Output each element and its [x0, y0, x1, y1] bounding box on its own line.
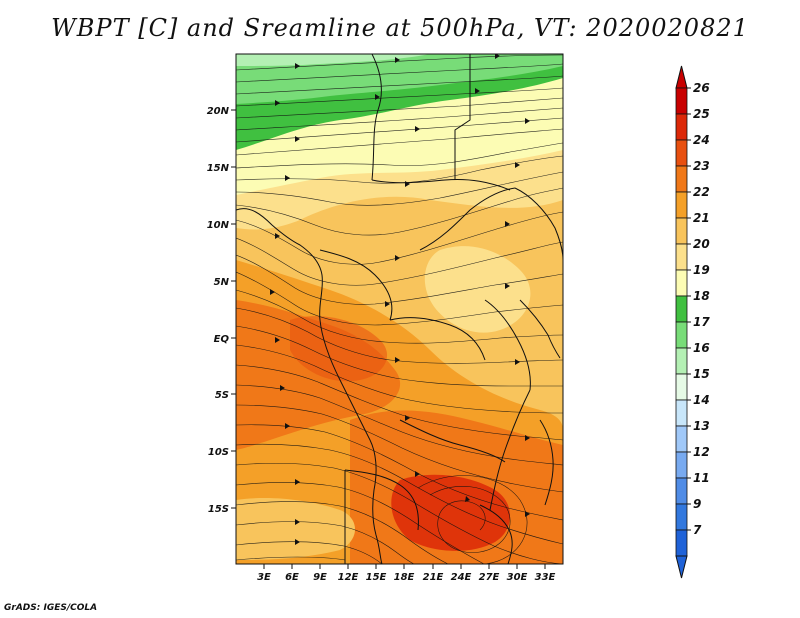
colorbar-swatch — [675, 477, 688, 505]
lat-tick-label: 15S — [208, 504, 229, 515]
colorbar-label: 20 — [693, 237, 710, 251]
chart-title: WBPT [C] and Sreamline at 500hPa, VT: 20… — [51, 14, 749, 42]
lat-tick-label: 5N — [214, 277, 230, 288]
colorbar-label: 14 — [693, 393, 710, 407]
colorbar-label: 21 — [693, 211, 710, 225]
colorbar: 26 25 24 23 22 21 20 19 18 17 16 15 14 13 12 11 9 7 — [675, 65, 710, 579]
political-borders — [236, 54, 563, 564]
grads-credit: GrADS: IGES/COLA — [4, 603, 98, 613]
colorbar-swatch — [675, 425, 688, 453]
colorbar-swatch — [675, 191, 688, 219]
lon-tick-label: 33E — [535, 572, 556, 583]
wbpt-16-band — [236, 54, 563, 104]
wbpt-24-hot — [391, 474, 510, 551]
colorbar-swatch — [675, 243, 688, 271]
wbpt-23-central — [290, 316, 388, 382]
colorbar-swatch — [675, 217, 688, 245]
wbpt-22-patch-sw — [236, 453, 339, 509]
streamlines — [236, 54, 563, 564]
colorbar-swatch — [675, 451, 688, 479]
lon-axis: 3E 6E 9E 12E 15E 18E 21E 24E 27E 30E 33E — [257, 564, 556, 583]
lon-tick-label: 21E — [423, 572, 444, 583]
lon-tick-label: 30E — [507, 572, 528, 583]
lon-tick-label: 9E — [313, 572, 327, 583]
colorbar-label: 26 — [693, 81, 710, 95]
lat-tick-label: EQ — [214, 334, 230, 345]
colorbar-label: 9 — [693, 497, 701, 511]
colorbar-swatch — [675, 295, 688, 323]
colorbar-label: 25 — [693, 107, 710, 121]
map-area — [236, 54, 563, 564]
lon-tick-label: 24E — [451, 572, 472, 583]
lon-tick-label: 15E — [366, 572, 387, 583]
colorbar-label: 22 — [693, 185, 710, 199]
colorbar-label: 13 — [693, 419, 710, 433]
colorbar-swatch — [675, 373, 688, 401]
colorbar-swatch — [675, 321, 688, 349]
lon-tick-label: 12E — [338, 572, 359, 583]
colorbar-top-arrow — [675, 65, 688, 89]
colorbar-swatch — [675, 503, 688, 531]
colorbar-label: 7 — [693, 523, 702, 537]
colorbar-swatch — [675, 165, 688, 193]
colorbar-label: 15 — [693, 367, 710, 381]
colorbar-label: 23 — [693, 159, 710, 173]
colorbar-label: 19 — [693, 263, 710, 277]
lon-tick-label: 27E — [479, 572, 500, 583]
colorbar-label: 18 — [693, 289, 710, 303]
colorbar-swatch — [675, 529, 688, 557]
colorbar-swatch — [675, 113, 688, 141]
colorbar-swatch — [675, 399, 688, 427]
lon-tick-label: 3E — [257, 572, 271, 583]
colorbar-swatch — [675, 269, 688, 297]
lat-tick-label: 20N — [207, 106, 230, 117]
colorbar-swatch — [675, 139, 688, 167]
colorbar-label: 11 — [693, 471, 710, 485]
colorbar-swatch — [675, 87, 688, 115]
colorbar-label: 24 — [693, 133, 710, 147]
colorbar-label: 12 — [693, 445, 710, 459]
colorbar-label: 17 — [693, 315, 710, 329]
lat-axis: 20N 15N 10N 5N EQ 5S 10S 15S — [207, 106, 236, 515]
colorbar-bottom-arrow — [675, 555, 688, 579]
lon-tick-label: 6E — [285, 572, 299, 583]
lon-tick-label: 18E — [394, 572, 415, 583]
lat-tick-label: 10N — [207, 220, 230, 231]
colorbar-swatch — [675, 347, 688, 375]
colorbar-label: 16 — [693, 341, 710, 355]
lat-tick-label: 5S — [215, 390, 229, 401]
lat-tick-label: 10S — [208, 447, 229, 458]
map-frame — [235, 53, 564, 565]
lat-tick-label: 15N — [207, 163, 230, 174]
wbpt-15-band — [236, 54, 430, 66]
streamline-arrows — [270, 54, 530, 545]
wbpt-21-patch-sw — [236, 498, 355, 560]
